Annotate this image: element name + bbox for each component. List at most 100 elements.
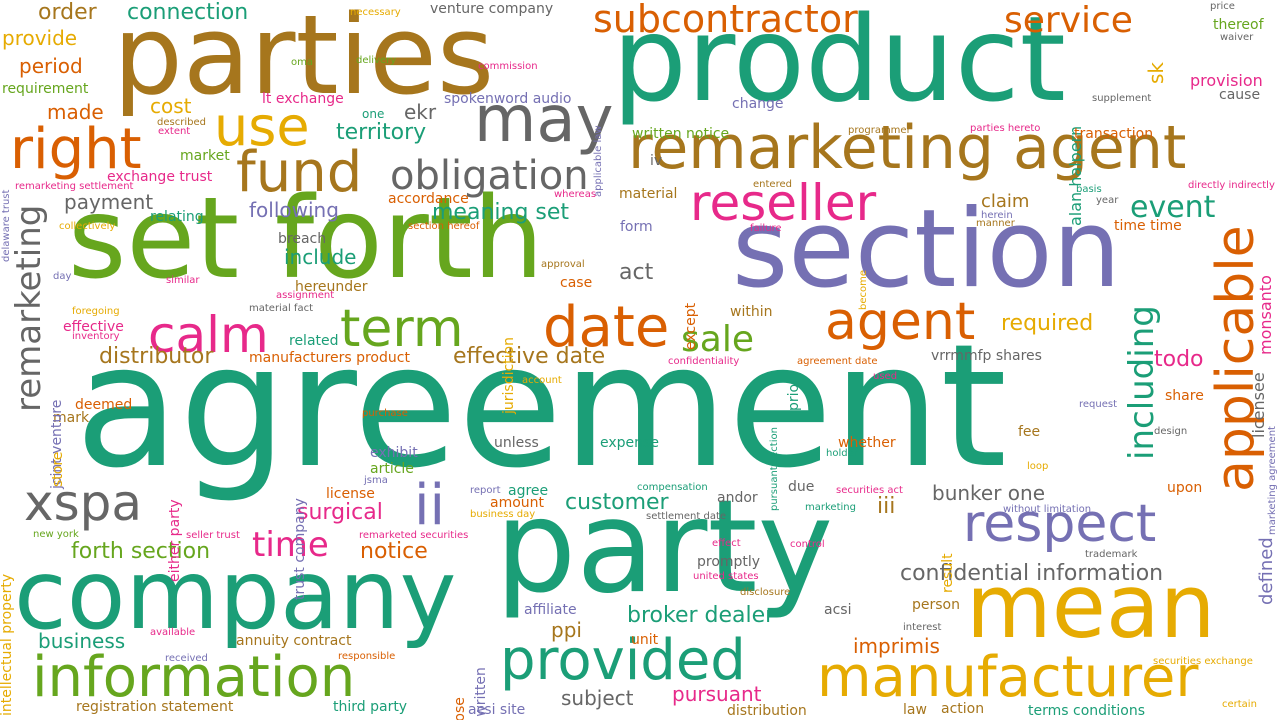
word-used: used (873, 371, 898, 382)
word-agree: agree (508, 483, 549, 499)
word-disclosure: disclosure (740, 587, 791, 598)
word-market: market (180, 148, 230, 164)
word-mark: mark (53, 410, 90, 426)
word-result: result (940, 553, 956, 593)
word-loop: loop (1027, 461, 1049, 472)
word-manufacturers-product: manufacturers product (249, 350, 410, 366)
word-securities-act: securities act (836, 485, 903, 496)
word-case: case (560, 275, 593, 291)
word-venture-company: venture company (430, 1, 554, 17)
word-foregoing: foregoing (72, 306, 120, 317)
word-except: except (683, 303, 699, 351)
word-use: use (214, 95, 310, 158)
word-available: available (150, 627, 196, 638)
word-andor: andor (717, 490, 758, 506)
word-affiliate: affiliate (524, 602, 577, 618)
word-lt-exchange: lt exchange (262, 91, 344, 107)
word-spokenword-audio: spokenword audio (444, 91, 572, 107)
word-supplement: supplement (1092, 93, 1152, 104)
word-confidential-information: confidential information (900, 561, 1164, 586)
word-action: action (941, 701, 985, 717)
word-day: day (53, 271, 72, 282)
word-article: article (370, 461, 414, 477)
word-surgical: surgical (297, 500, 383, 525)
word-programmer: programmer (848, 125, 911, 136)
word-marketing-agreement: marketing agreement (1267, 426, 1278, 535)
word-event: event (1130, 190, 1216, 225)
word-jurisdiction: jurisdiction (501, 337, 517, 414)
word-exchange-trust: exchange trust (107, 169, 213, 185)
word-effective-date: effective date (453, 344, 606, 369)
word-control: control (790, 539, 825, 550)
word-annuity-contract: annuity contract (236, 633, 352, 649)
word-accordance: accordance (388, 191, 469, 207)
word-holder: holder (826, 448, 858, 459)
word-described: described (157, 117, 206, 128)
word-effect: effect (712, 538, 741, 549)
word-xspa: xspa (24, 474, 143, 532)
word-service: service (1004, 0, 1133, 41)
word-responsible: responsible (338, 651, 396, 662)
word-subcontractor: subcontractor (593, 0, 858, 41)
word-registration-statement: registration statement (76, 699, 234, 715)
word-whether: whether (838, 435, 896, 451)
word-distributor: distributor (99, 344, 214, 369)
word-period: period (19, 54, 83, 78)
word-inventory: inventory (72, 331, 120, 342)
word-cost: cost (150, 94, 192, 118)
word-certain: certain (1222, 699, 1257, 710)
word-obligation: obligation (390, 153, 589, 199)
word-remarketed-securities: remarketed securities (359, 530, 469, 541)
word-trademark: trademark (1085, 549, 1138, 560)
word-breach: breach (278, 231, 327, 247)
word-ppi: ppi (551, 618, 582, 642)
word-confidentiality: confidentiality (668, 356, 740, 367)
word-change: change (732, 96, 784, 112)
word-set-forth: set forth (68, 174, 544, 304)
word-store: store (50, 452, 66, 488)
word-upon: upon (1167, 480, 1203, 496)
word-time-time: time time (1114, 218, 1182, 234)
word-year: year (1096, 195, 1119, 206)
word-remarketing: remarketing (9, 205, 49, 413)
word-reseller: reseller (690, 174, 877, 232)
word-compensation: compensation (637, 482, 708, 493)
word-either-party: either party (167, 499, 183, 582)
word-provided: provided (500, 628, 746, 693)
word-failure: failure (750, 223, 782, 234)
word-territory: territory (336, 120, 427, 145)
word-oma: oma (291, 57, 313, 68)
word-within: within (730, 304, 773, 320)
word-report: report (470, 485, 501, 496)
word-required: required (1001, 311, 1094, 336)
word-approval: approval (541, 259, 585, 270)
word-parties-hereto: parties hereto (970, 123, 1041, 134)
word-trust-company: trust company (292, 498, 308, 600)
word-company: company (14, 539, 457, 651)
word-right: right (10, 117, 142, 182)
word-waiver: waiver (1220, 32, 1254, 43)
word-jsma: jsma (364, 475, 388, 486)
word-sale: sale (681, 319, 754, 360)
word-transaction: transaction (1074, 126, 1154, 142)
word-material-fact: material fact (249, 303, 313, 314)
word-interest: interest (903, 622, 942, 633)
word-agreement-date: agreement date (797, 356, 878, 367)
word-calm: calm (148, 306, 269, 364)
word-necessary: necessary (350, 7, 401, 18)
word-delivery: delivery (356, 55, 397, 66)
word-bunker-one: bunker one (932, 481, 1046, 505)
word-time: time (252, 525, 329, 565)
word-received: received (165, 653, 208, 664)
word-claim: claim (981, 191, 1030, 212)
word-person: person (912, 597, 960, 613)
word-agent: agent (825, 292, 976, 352)
word-iii: iii (877, 494, 896, 519)
word-due: due (788, 479, 815, 495)
word-include: include (284, 245, 357, 269)
word-third-party: third party (333, 699, 408, 715)
word-todo: todo (1154, 347, 1204, 372)
word-agreement: agreement (75, 308, 1008, 506)
word-remarketing-agent: remarketing agent (628, 113, 1187, 183)
